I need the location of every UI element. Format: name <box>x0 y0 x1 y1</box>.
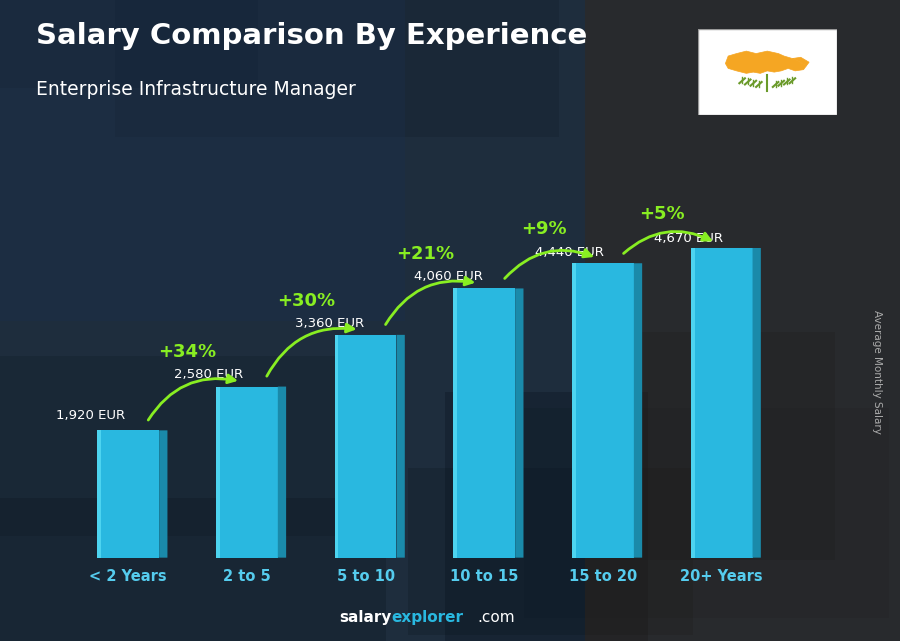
Text: Enterprise Infrastructure Manager: Enterprise Infrastructure Manager <box>36 80 356 99</box>
Text: +30%: +30% <box>277 292 336 310</box>
Bar <box>691 248 695 558</box>
Bar <box>585 0 900 641</box>
Bar <box>97 430 159 558</box>
Bar <box>115 0 559 137</box>
Bar <box>620 332 835 560</box>
Bar <box>454 288 457 558</box>
Bar <box>0 0 405 320</box>
Bar <box>0 356 349 536</box>
Bar <box>0 0 258 88</box>
Text: 4,060 EUR: 4,060 EUR <box>414 270 483 283</box>
Text: 3,360 EUR: 3,360 EUR <box>295 317 364 329</box>
Text: salary: salary <box>339 610 392 625</box>
Text: 1,920 EUR: 1,920 EUR <box>56 410 125 422</box>
Bar <box>216 387 278 558</box>
Bar <box>691 248 752 558</box>
Polygon shape <box>634 263 643 558</box>
Text: +9%: +9% <box>521 220 566 238</box>
Bar <box>454 288 515 558</box>
Text: Average Monthly Salary: Average Monthly Salary <box>872 310 883 434</box>
Bar <box>446 392 649 641</box>
Text: 4,440 EUR: 4,440 EUR <box>536 246 604 259</box>
Text: +5%: +5% <box>640 205 685 223</box>
Bar <box>97 430 101 558</box>
Polygon shape <box>725 51 806 73</box>
Text: +34%: +34% <box>158 344 217 362</box>
Text: +21%: +21% <box>396 246 454 263</box>
Bar <box>524 408 889 618</box>
Bar <box>216 387 220 558</box>
Text: 2,580 EUR: 2,580 EUR <box>175 369 244 381</box>
Polygon shape <box>792 57 809 66</box>
Polygon shape <box>752 248 760 558</box>
Bar <box>335 335 338 558</box>
Text: .com: .com <box>477 610 515 625</box>
Bar <box>335 335 397 558</box>
Text: explorer: explorer <box>392 610 464 625</box>
Text: 4,670 EUR: 4,670 EUR <box>654 231 723 245</box>
Bar <box>408 469 693 635</box>
Polygon shape <box>278 387 286 558</box>
Bar <box>572 263 576 558</box>
Text: Salary Comparison By Experience: Salary Comparison By Experience <box>36 22 587 51</box>
Polygon shape <box>159 430 167 558</box>
Bar <box>0 498 386 641</box>
Bar <box>572 263 634 558</box>
Polygon shape <box>515 288 524 558</box>
Polygon shape <box>397 335 405 558</box>
